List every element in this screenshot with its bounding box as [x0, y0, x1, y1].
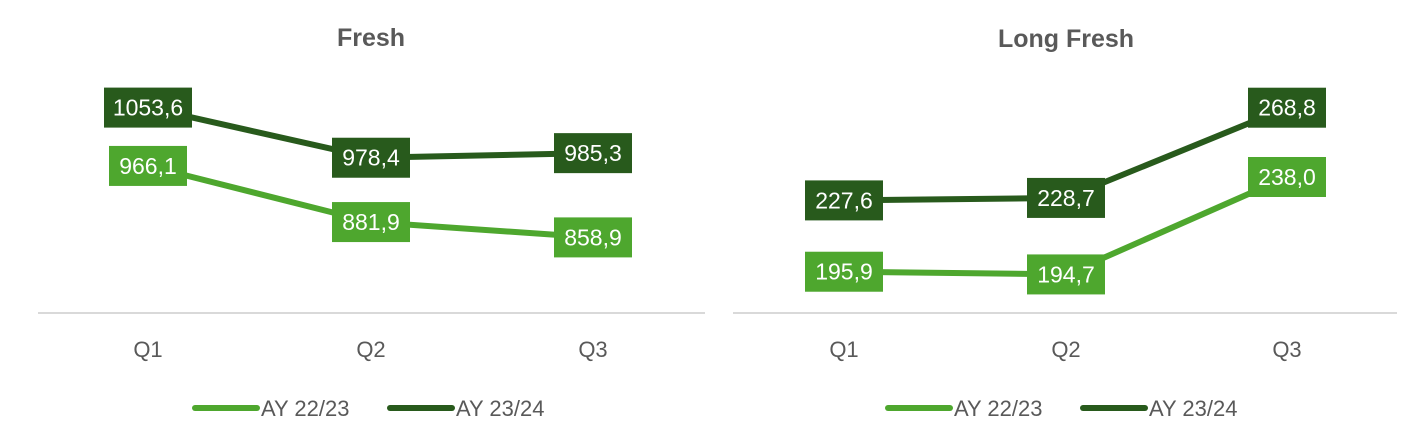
- data-label-value: 985,3: [564, 140, 622, 166]
- data-label-box: [805, 251, 883, 292]
- data-label: 227,6: [805, 180, 883, 221]
- data-label-value: 228,7: [1037, 185, 1095, 211]
- data-label-box: [332, 137, 410, 178]
- data-label-value: 238,0: [1258, 164, 1316, 190]
- data-label-box: [109, 145, 187, 186]
- data-label: 985,3: [554, 133, 632, 174]
- x-tick-label: Q1: [829, 337, 858, 362]
- data-label-box: [1027, 254, 1105, 295]
- x-tick-label: Q2: [356, 337, 385, 362]
- data-label: 978,4: [332, 137, 410, 178]
- data-label: 228,7: [1027, 177, 1105, 218]
- x-tick-label: Q3: [578, 337, 607, 362]
- data-label: 881,9: [332, 202, 410, 243]
- legend: AY 22/23 AY 23/24: [885, 396, 1237, 421]
- x-tick-label: Q2: [1051, 337, 1080, 362]
- chart-title: Long Fresh: [998, 25, 1134, 53]
- data-label-value: 978,4: [342, 145, 400, 171]
- data-label: 238,0: [1248, 157, 1326, 197]
- data-label-value: 1053,6: [113, 95, 183, 121]
- x-tick-label: Q3: [1272, 337, 1301, 362]
- data-label-value: 227,6: [815, 187, 873, 213]
- data-label-value: 881,9: [342, 209, 400, 235]
- chart-panel-2: Long Fresh Q1 Q2 Q3 195,9 194,7 238,0 227,6 228,…: [733, 25, 1397, 421]
- data-label-box: [1248, 157, 1326, 197]
- data-label: 194,7: [1027, 254, 1105, 295]
- data-label-value: 966,1: [119, 153, 177, 179]
- legend-label: AY 23/24: [456, 396, 544, 421]
- data-label-box: [332, 202, 410, 243]
- data-label-box: [554, 217, 632, 258]
- chart-title: Fresh: [337, 24, 405, 52]
- data-label-value: 194,7: [1037, 261, 1095, 287]
- data-label: 268,8: [1248, 87, 1326, 128]
- data-label-box: [104, 87, 192, 128]
- legend-label: AY 23/24: [1149, 396, 1237, 421]
- data-label-value: 195,9: [815, 259, 873, 285]
- data-label-value: 268,8: [1258, 95, 1316, 121]
- x-tick-label: Q1: [133, 337, 162, 362]
- data-label-box: [554, 133, 632, 174]
- data-label-value: 858,9: [564, 224, 622, 250]
- data-label: 1053,6: [104, 87, 192, 128]
- chart-panel-1: Fresh Q1 Q2 Q3 966,1 881,9 858,9 1053,6 978,4 985…: [38, 24, 705, 421]
- legend: AY 22/23 AY 23/24: [192, 396, 544, 421]
- data-label: 195,9: [805, 251, 883, 292]
- data-label-box: [805, 180, 883, 221]
- data-label: 966,1: [109, 145, 187, 186]
- legend-label: AY 22/23: [954, 396, 1042, 421]
- data-label-box: [1027, 177, 1105, 218]
- legend-label: AY 22/23: [261, 396, 349, 421]
- data-label-box: [1248, 87, 1326, 128]
- data-label: 858,9: [554, 217, 632, 258]
